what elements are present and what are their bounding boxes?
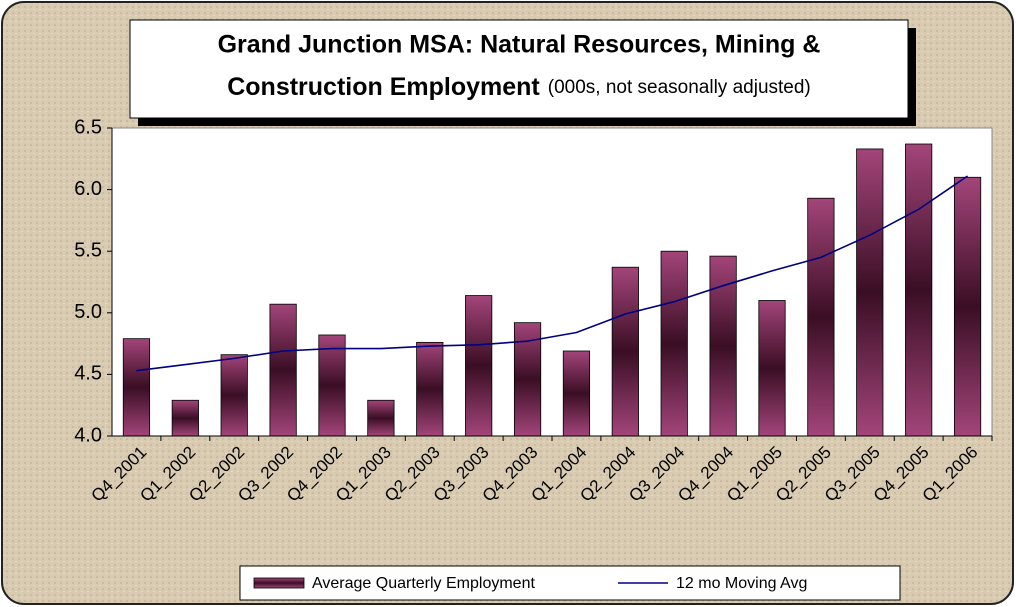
chart-title: Grand Junction MSA: Natural Resources, M… xyxy=(218,31,821,59)
bar xyxy=(465,295,493,437)
chart-title: Construction Employment xyxy=(227,73,540,101)
legend-swatch xyxy=(253,577,305,589)
title-box xyxy=(129,19,909,119)
line xyxy=(136,175,969,372)
bar xyxy=(856,148,884,437)
bar xyxy=(953,176,982,437)
bar xyxy=(269,303,297,437)
y-tick-label: 5.0 xyxy=(74,301,102,323)
legend xyxy=(239,565,901,601)
bar xyxy=(660,250,688,437)
bar xyxy=(416,341,444,437)
bar xyxy=(318,334,346,437)
y-tick-label: 6.5 xyxy=(74,116,102,138)
bar xyxy=(611,266,639,437)
bar xyxy=(220,354,248,437)
bar xyxy=(367,399,395,437)
bar xyxy=(807,197,835,437)
bar xyxy=(122,338,151,437)
y-tick-label: 4.5 xyxy=(74,363,102,385)
chart-subtitle: (000s, not seasonally adjusted) xyxy=(548,77,811,98)
bar xyxy=(758,300,786,437)
bar xyxy=(171,399,199,437)
bar xyxy=(562,350,591,437)
y-tick-label: 4.0 xyxy=(74,424,102,446)
bar xyxy=(905,143,933,437)
chart-title: Construction Employment (000s, not season… xyxy=(227,73,811,101)
plot-area xyxy=(111,127,993,437)
legend-label: Average Quarterly Employment xyxy=(312,575,535,592)
y-tick-label: 6.0 xyxy=(74,178,102,200)
y-tick-label: 5.5 xyxy=(74,239,102,261)
legend-label: 12 mo Moving Avg xyxy=(676,575,807,592)
